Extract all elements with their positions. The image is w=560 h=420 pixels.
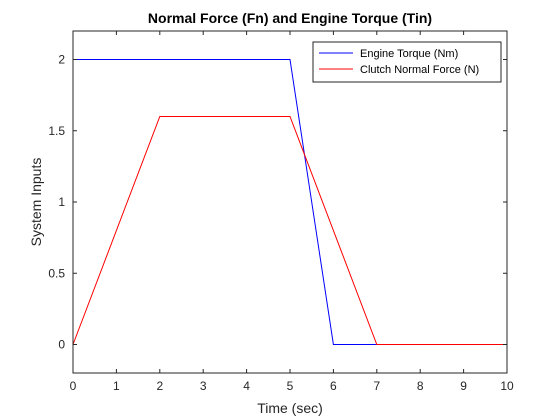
chart-title: Normal Force (Fn) and Engine Torque (Tin…: [148, 10, 432, 26]
legend-entry-label: Clutch Normal Force (N): [360, 64, 479, 76]
x-tick-label: 8: [417, 379, 424, 393]
x-tick-label: 10: [500, 379, 514, 393]
x-tick-label: 6: [330, 379, 337, 393]
plot-area: [73, 31, 507, 373]
legend-box: [312, 41, 502, 83]
y-axis-ticks: 0 0.5 1 1.5 2: [48, 53, 507, 352]
legend: Engine Torque (Nm) Clutch Normal Force (N…: [312, 41, 502, 83]
x-tick-label: 5: [287, 379, 294, 393]
x-tick-label: 7: [373, 379, 380, 393]
x-tick-label: 0: [70, 379, 77, 393]
x-tick-label: 3: [200, 379, 207, 393]
y-tick-label: 2: [58, 53, 65, 67]
x-tick-label: 1: [113, 379, 120, 393]
y-tick-label: 0: [58, 338, 65, 352]
series-line-2: [72, 116, 507, 345]
x-axis-ticks: 0 1 2 3 4 5 6 7 8 9 10: [70, 31, 514, 393]
y-tick-label: 1: [58, 195, 65, 209]
legend-entry-label: Engine Torque (Nm): [360, 48, 458, 60]
x-tick-label: 2: [156, 379, 163, 393]
x-tick-label: 9: [460, 379, 467, 393]
y-tick-label: 1.5: [48, 124, 65, 138]
series-layer: [72, 59, 507, 345]
x-tick-label: 4: [243, 379, 250, 393]
x-axis-label: Time (sec): [257, 400, 323, 416]
y-axis-label: System Inputs: [28, 158, 44, 247]
y-tick-label: 0.5: [48, 266, 65, 280]
